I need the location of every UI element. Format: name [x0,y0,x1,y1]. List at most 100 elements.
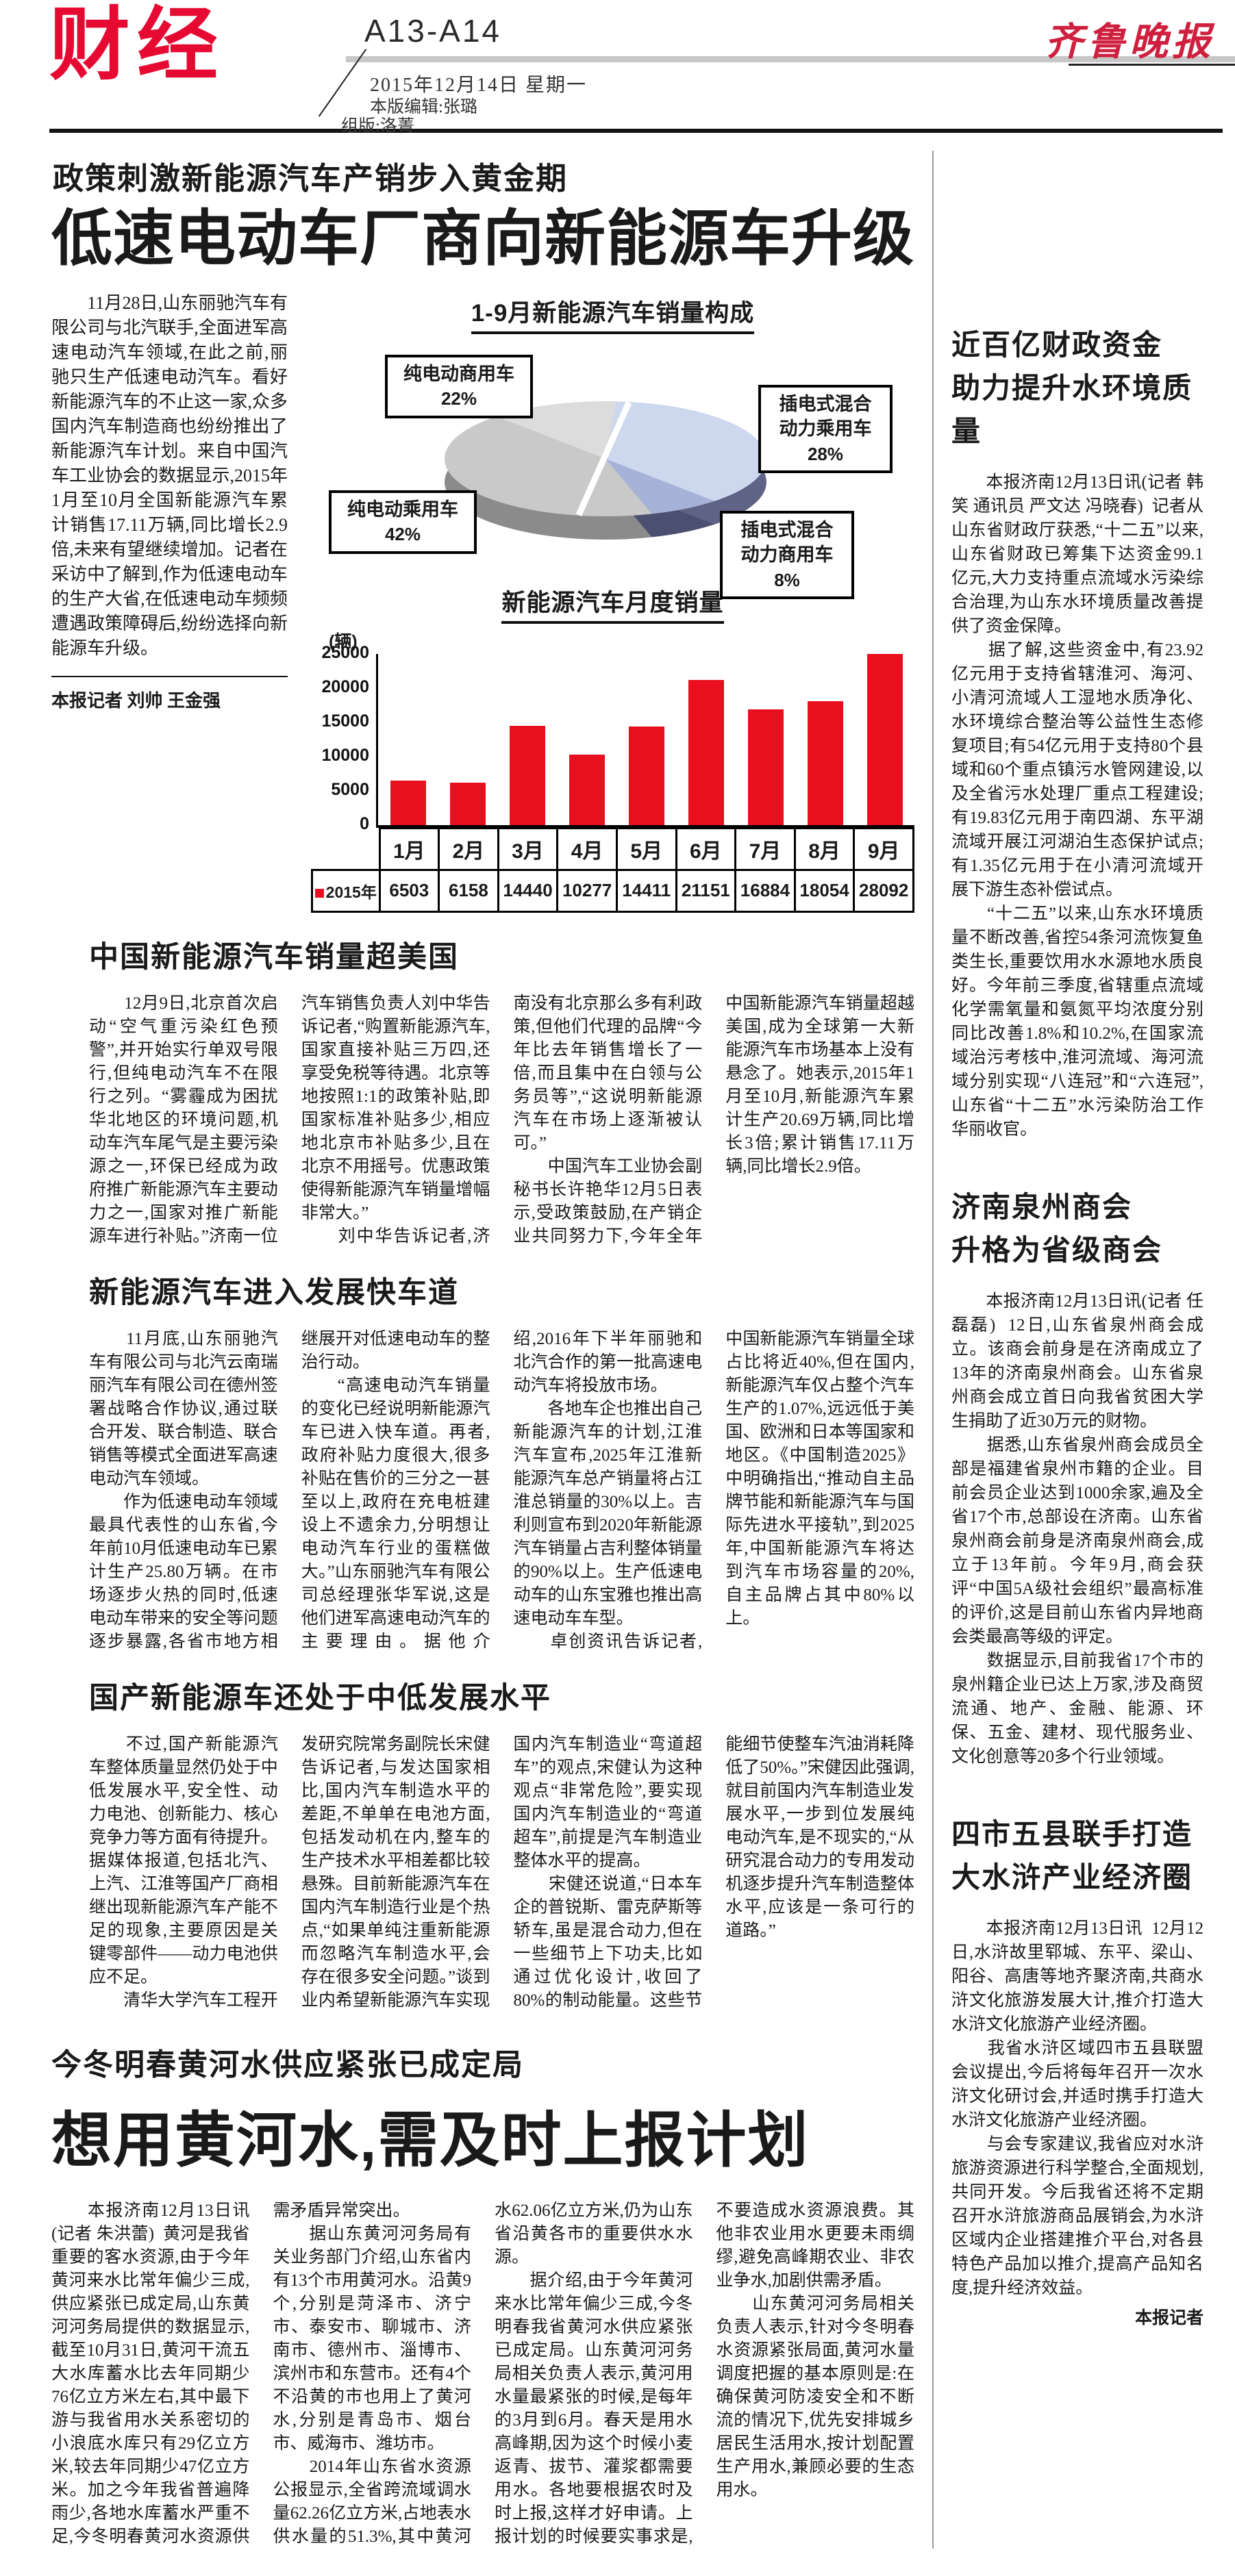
sidebar-column: 近百亿财政资金 助力提升水环境质量 本报济南12月13日讯(记者 韩笑 通讯员 … [932,151,1203,2549]
pie-label-text: 插电式混合 动力乘用车 [779,393,872,440]
pie-label-ev-passenger: 纯电动乘用车 42% [329,490,477,554]
section-body: 12月9日,北京首次启动“空气重污染红色预警”,并开始实行单双号限行,但纯电动汽… [89,994,914,1246]
section-logo: 财经 [49,1,225,90]
bottom-headline: 想用黄河水,需及时上报计划 [51,2106,810,2174]
bar-slot [557,654,616,825]
sidebar-article-title: 近百亿财政资金 助力提升水环境质量 [951,329,1193,447]
y-tick-label: 20000 [321,677,369,696]
y-tick-label: 0 [360,813,369,833]
pie-label-pct: 42% [384,524,421,545]
bar-slot [736,654,795,825]
header-band [346,56,1235,62]
month-cell: 2月 [438,826,499,871]
lead-headline: 低速电动车厂商向新能源车升级 [51,204,914,273]
section-body: 不过,国产新能源汽车整体质量显然仍处于中低发展水平,安全性、动力电池、创新能力、… [89,1734,914,2010]
pie-title-row: 1-9月新能源汽车销量构成 [311,294,914,334]
month-row: 1月 2月 3月 4月 5月 6月 7月 8月 9月 [312,826,914,871]
page-editor: 本版编辑:张璐 [370,98,477,116]
bar [866,653,903,825]
sidebar-article-title: 四市五县联手打造 大水浒产业经济圈 [951,1818,1193,1893]
bar [807,701,843,825]
pie-3d-shape [445,401,766,540]
bar-slot [616,654,676,825]
page-number: A13-A14 [364,13,502,49]
sidebar-article-title: 济南泉州商会 升格为省级商会 [951,1191,1163,1266]
header-slash-line [318,49,367,117]
header-rule [49,129,1223,133]
value-cell: 14440 [497,868,559,913]
bar-slot [438,654,497,825]
month-cell: 9月 [853,826,914,871]
value-cell: 28092 [853,868,914,913]
month-cell: 3月 [497,826,559,871]
bar-chart-title: 新能源汽车月度销量 [501,583,724,624]
bar [628,726,664,825]
month-cell: 5月 [615,826,677,871]
lead-row: 11月28日,山东丽驰汽车有限公司与北汽联手,全面进军高速电动汽车领域,在此之前… [51,291,914,913]
month-cell: 8月 [793,826,856,871]
lead-intro-text: 11月28日,山东丽驰汽车有限公司与北汽联手,全面进军高速电动汽车领域,在此之前… [51,292,288,658]
y-tick-label: 15000 [321,711,369,731]
bottom-article: 今冬明春黄河水供应紧张已成定局 想用黄河水,需及时上报计划 本报济南12月13日… [51,2040,914,2549]
bar [449,783,486,825]
bar-slot [795,654,855,825]
bar [390,780,426,825]
value-cell: 6158 [438,868,499,913]
bar-chart-block: 新能源汽车月度销量 (辆) 0 5000 10000 15000 20000 25000 … [311,583,914,913]
axis-gap-cell [312,828,380,870]
sidebar-article-body: 本报济南12月13日讯 12月12日,水浒故里郓城、东平、梁山、阳谷、高唐等地齐… [951,1919,1203,2297]
sidebar-reporter-sign: 本报记者 [1134,2309,1203,2327]
pie-label-pct: 22% [440,388,477,409]
section-article-3: 国产新能源车还处于中低发展水平 不过,国产新能源汽车整体质量显然仍处于中低发展水… [89,1674,914,2012]
main-column: 政策刺激新能源汽车产销步入黄金期 低速电动车厂商向新能源车升级 11月28日,山… [51,151,914,2549]
pie-chart: 纯电动商用车 22% 纯电动乘用车 42% 插电式混合 动力乘用车 28% 插电式混合… [311,338,914,599]
section-heading: 国产新能源车还处于中低发展水平 [89,1681,551,1715]
bar-slot [855,653,914,825]
pie-chart-title: 1-9月新能源汽车销量构成 [471,294,755,334]
bar-title-row: 新能源汽车月度销量 [311,583,914,624]
pie-label-phev-commercial: 插电式混合 动力商用车 8% [720,510,854,599]
bar [509,726,545,825]
bottom-kicker: 今冬明春黄河水供应紧张已成定局 [51,2047,524,2082]
page-header: 财经 A13-A14 2015年12月14日 星期一 本版编辑:张璐 组版:洛菁… [0,0,1235,136]
value-row: 2015年 6503 6158 14440 10277 14411 21151 16884 18… [311,868,914,913]
month-cell: 7月 [734,826,796,871]
chart-panel: 1-9月新能源汽车销量构成 纯电动商用车 22% 纯电动乘用车 42% 插电式混合 … [311,291,914,913]
legend-swatch-icon [314,889,324,898]
section-body: 11月底,山东丽驰汽车有限公司与北汽云南瑞丽汽车有限公司在德州签署战略合作协议,… [89,1329,914,1651]
value-cell: 21151 [675,868,737,913]
page-content: 政策刺激新能源汽车产销步入黄金期 低速电动车厂商向新能源车升级 11月28日,山… [0,133,1235,2576]
y-tick-label: 25000 [321,642,369,662]
bar-data-table: 1月 2月 3月 4月 5月 6月 7月 8月 9月 2015年 6503 6158 14440 102… [311,826,914,913]
bar-chart: 0 5000 10000 15000 20000 25000 [311,643,914,833]
bar-slot [497,654,557,825]
value-cell: 14411 [615,868,677,913]
pie-label-text: 插电式混合 动力商用车 [740,519,834,566]
month-cell: 1月 [378,826,440,871]
section-article-2: 新能源汽车进入发展快车道 11月底,山东丽驰汽车有限公司与北汽云南瑞丽汽车有限公… [89,1269,914,1654]
pie-label-text: 纯电动乘用车 [347,498,458,520]
bar [688,680,724,825]
bar-slot [378,654,438,825]
month-cell: 6月 [675,826,737,871]
lead-intro-column: 11月28日,山东丽驰汽车有限公司与北汽联手,全面进军高速电动汽车领域,在此之前… [51,291,288,913]
sidebar-article-shuihu-economy: 四市五县联手打造 大水浒产业经济圈 本报济南12月13日讯 12月12日,水浒故… [951,1813,1203,2329]
y-tick-label: 10000 [321,745,369,765]
value-cell: 18054 [793,868,856,913]
bar-y-axis: 0 5000 10000 15000 20000 25000 [311,643,376,833]
section-article-1: 中国新能源汽车销量超美国 12月9日,北京首次启动“空气重污染红色预警”,并开始… [89,933,914,1248]
sidebar-article-body: 本报济南12月13日讯(记者 韩笑 通讯员 严文达 冯晓春) 记者从山东省财政厅… [951,473,1203,1139]
pie-label-text: 纯电动商用车 [403,363,514,384]
layout-editor: 组版:洛菁 [341,117,414,136]
section-heading: 中国新能源汽车销量超美国 [89,940,459,974]
lead-byline: 本报记者 刘帅 王金强 [51,675,288,712]
issue-date: 2015年12月14日 星期一 [370,75,588,96]
header-band-line [1069,64,1235,66]
bar-axis-unit: (辆) [329,631,358,651]
bar [747,709,784,825]
sidebar-article-water-funds: 近百亿财政资金 助力提升水环境质量 本报济南12月13日讯(记者 韩笑 通讯员 … [951,323,1203,1141]
bar-slot [676,654,736,825]
value-cell: 10277 [556,868,618,913]
value-cell: 16884 [734,868,796,913]
section-heading: 新能源汽车进入发展快车道 [89,1276,459,1309]
